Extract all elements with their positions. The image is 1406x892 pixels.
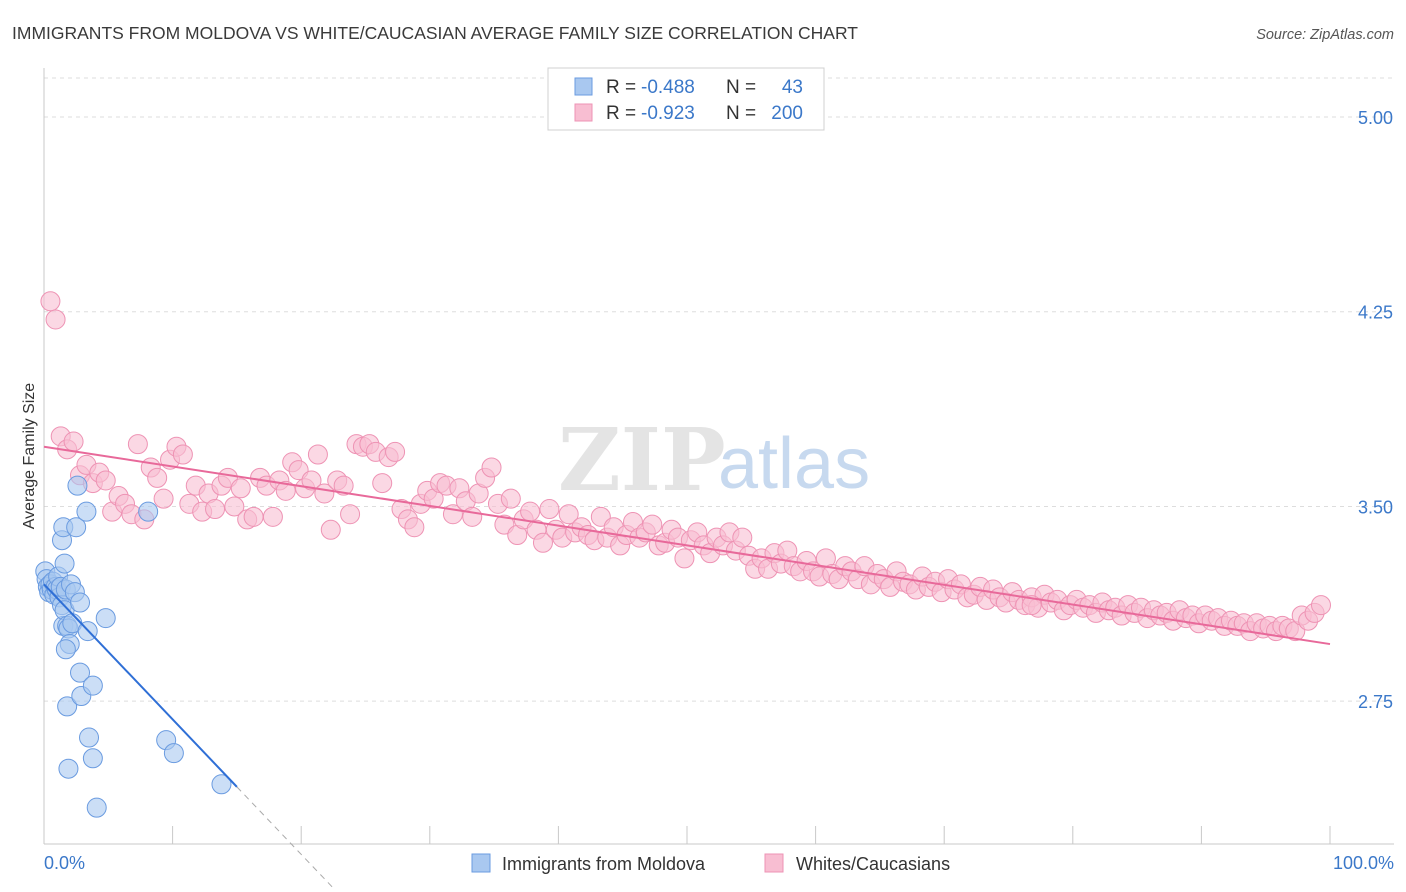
trend-lines bbox=[43, 445, 1331, 889]
point-whites-108 bbox=[732, 527, 753, 548]
point-moldova-29 bbox=[66, 517, 87, 538]
watermark: ZIP atlas bbox=[558, 410, 870, 511]
point-whites-1 bbox=[45, 309, 66, 330]
point-moldova-23 bbox=[55, 639, 76, 660]
point-whites-66 bbox=[462, 506, 483, 527]
axes bbox=[43, 68, 1394, 845]
point-whites-0 bbox=[40, 291, 61, 312]
point-whites-21 bbox=[172, 444, 193, 465]
y-tick-label-1: 3.50 bbox=[1358, 497, 1393, 517]
point-whites-26 bbox=[205, 499, 226, 520]
watermark-atlas: atlas bbox=[718, 424, 870, 504]
point-whites-72 bbox=[500, 488, 521, 509]
point-whites-199 bbox=[1021, 595, 1042, 616]
point-whites-47 bbox=[340, 504, 361, 525]
point-whites-54 bbox=[385, 441, 406, 462]
point-moldova-22 bbox=[54, 553, 75, 574]
point-moldova-33 bbox=[70, 662, 91, 683]
point-whites-52 bbox=[372, 473, 393, 494]
point-whites-99 bbox=[674, 548, 695, 569]
legend-n-label-whites: N = bbox=[726, 103, 756, 124]
stats-legend: R = -0.488 N = 43 R = -0.923 N = 200 bbox=[547, 67, 825, 131]
y-tick-labels: 2.75 3.50 4.25 5.00 bbox=[1358, 108, 1393, 712]
point-whites-42 bbox=[307, 444, 328, 465]
point-whites-41 bbox=[301, 470, 322, 491]
series-moldova-points bbox=[35, 475, 232, 818]
trend-line-whites bbox=[43, 445, 1331, 646]
y-tick-label-3: 5.00 bbox=[1358, 108, 1393, 128]
point-whites-14 bbox=[127, 434, 148, 455]
x-ticks bbox=[43, 826, 1331, 844]
point-moldova-38 bbox=[82, 675, 103, 696]
chart-source: Source: ZipAtlas.com bbox=[1256, 27, 1394, 43]
point-whites-78 bbox=[539, 499, 560, 520]
legend-n-label-moldova: N = bbox=[726, 77, 756, 98]
point-whites-35 bbox=[262, 506, 283, 527]
point-moldova-41 bbox=[138, 501, 159, 522]
y-tick-label-2: 4.25 bbox=[1358, 303, 1393, 323]
point-whites-17 bbox=[147, 467, 168, 488]
legend-swatch-moldova bbox=[574, 77, 593, 96]
point-whites-69 bbox=[481, 457, 502, 478]
point-whites-4 bbox=[63, 431, 84, 452]
point-whites-9 bbox=[95, 470, 116, 491]
point-whites-44 bbox=[320, 519, 341, 540]
point-whites-18 bbox=[153, 488, 174, 509]
point-whites-81 bbox=[558, 504, 579, 525]
point-whites-198 bbox=[1310, 595, 1331, 616]
point-whites-75 bbox=[520, 501, 541, 522]
point-whites-30 bbox=[230, 478, 251, 499]
point-moldova-36 bbox=[79, 727, 100, 748]
bottom-legend-label-whites: Whites/Caucasians bbox=[796, 854, 950, 874]
point-whites-94 bbox=[642, 514, 663, 535]
point-whites-57 bbox=[404, 517, 425, 538]
point-moldova-30 bbox=[67, 475, 88, 496]
point-whites-77 bbox=[532, 532, 553, 553]
point-moldova-31 bbox=[70, 592, 91, 613]
stats-legend-box bbox=[547, 67, 825, 131]
chart-title: IMMIGRANTS FROM MOLDOVA VS WHITE/CAUCASI… bbox=[12, 23, 858, 43]
legend-swatch-whites bbox=[574, 103, 593, 122]
point-moldova-40 bbox=[95, 608, 116, 629]
legend-n-value-moldova: 43 bbox=[782, 77, 803, 98]
trend-line-moldova-extension bbox=[236, 786, 334, 889]
bottom-legend-swatch-whites bbox=[764, 853, 784, 873]
point-moldova-43 bbox=[163, 743, 184, 764]
x-tick-label-100: 100.0% bbox=[1333, 853, 1394, 873]
point-moldova-25 bbox=[58, 758, 79, 779]
series-legend: Immigrants from Moldova Whites/Caucasian… bbox=[471, 853, 950, 874]
trend-line-moldova bbox=[43, 583, 238, 788]
point-whites-46 bbox=[333, 475, 354, 496]
watermark-zip: ZIP bbox=[558, 410, 726, 511]
legend-n-value-whites: 200 bbox=[771, 103, 803, 124]
point-whites-29 bbox=[224, 496, 245, 517]
y-tick-label-0: 2.75 bbox=[1358, 692, 1393, 712]
point-moldova-44 bbox=[211, 774, 232, 795]
point-whites-37 bbox=[275, 480, 296, 501]
bottom-legend-label-moldova: Immigrants from Moldova bbox=[502, 854, 706, 874]
legend-r-label-whites: R = bbox=[606, 103, 636, 124]
point-moldova-37 bbox=[82, 748, 103, 769]
point-whites-32 bbox=[243, 506, 264, 527]
legend-r-value-whites: -0.923 bbox=[641, 103, 695, 124]
y-axis-label: Average Family Size bbox=[21, 383, 38, 530]
legend-r-value-moldova: -0.488 bbox=[641, 77, 695, 98]
legend-r-label-moldova: R = bbox=[606, 77, 636, 98]
point-moldova-24 bbox=[57, 696, 78, 717]
bottom-legend-swatch-moldova bbox=[471, 853, 491, 873]
point-moldova-34 bbox=[76, 501, 97, 522]
point-moldova-39 bbox=[86, 797, 107, 818]
x-tick-label-0: 0.0% bbox=[44, 853, 85, 873]
